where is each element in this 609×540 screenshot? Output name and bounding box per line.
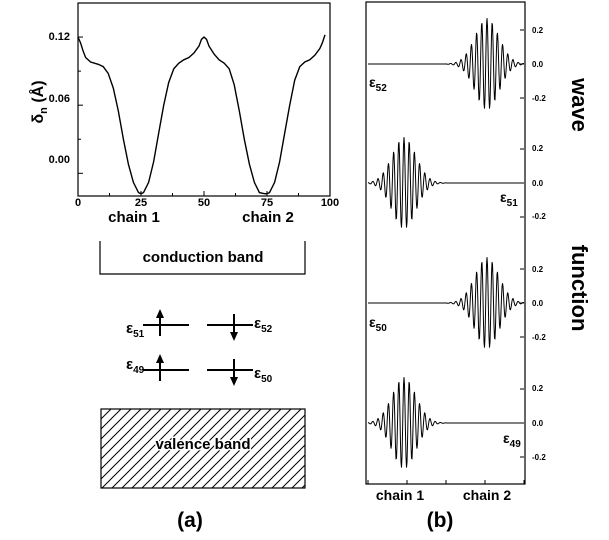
wavefunction-curve — [367, 137, 524, 228]
wave-label-e51: ε51 — [500, 189, 518, 209]
chain2-label-a: chain 2 — [242, 209, 294, 226]
arrow-up-icon — [156, 309, 164, 318]
wave-label-e52: ε52 — [369, 74, 387, 94]
chain1-label-b: chain 1 — [376, 487, 424, 503]
wave-label-e49: ε49 — [503, 430, 521, 450]
level-e50: ε50 — [207, 359, 273, 386]
xtick-label: 100 — [321, 197, 339, 209]
ytick-label: 0.12 — [49, 31, 70, 43]
wave-label-e50: ε50 — [369, 314, 387, 334]
chain1-label-a: chain 1 — [108, 209, 160, 226]
wavefunction-curve — [368, 18, 525, 109]
side-label-function: function — [567, 245, 592, 332]
conduction-band-bracket — [99, 241, 306, 275]
svg-text:-0.2: -0.2 — [532, 453, 546, 462]
svg-text:0.0: 0.0 — [532, 179, 544, 188]
level-e51: ε51 — [126, 309, 189, 340]
side-label-wave: wave — [567, 77, 592, 132]
chain2-label-b: chain 2 — [463, 487, 511, 503]
level-e52: ε52 — [207, 314, 273, 341]
svg-text:0.0: 0.0 — [532, 60, 544, 69]
panel-a: δn (Å) 0.12 0.06 0.00 0 25 50 75 100 cha… — [28, 2, 339, 532]
xtick-label: 0 — [75, 197, 81, 209]
level-e49: ε49 — [126, 354, 189, 381]
ytick-label: 0.00 — [49, 154, 70, 166]
conduction-band-label: conduction band — [143, 249, 264, 266]
svg-text:-0.2: -0.2 — [532, 333, 546, 342]
arrow-down-icon — [230, 377, 238, 386]
panel-b-label: (b) — [427, 509, 454, 532]
yticks-b: 0.2 0.0 -0.2 0.2 0.0 -0.2 0.2 0.0 -0.2 0… — [532, 26, 546, 462]
panel-b: 0.2 0.0 -0.2 0.2 0.0 -0.2 0.2 0.0 -0.2 0… — [365, 1, 592, 532]
panel-a-label: (a) — [177, 509, 203, 532]
wavefunction-curve — [367, 377, 524, 468]
arrow-down-icon — [230, 332, 238, 341]
svg-text:0.2: 0.2 — [532, 265, 544, 274]
wave-subplots — [367, 18, 525, 484]
valence-band-box — [100, 408, 306, 489]
valence-band-label: valence band — [155, 436, 250, 453]
svg-text:0.2: 0.2 — [532, 144, 544, 153]
svg-text:0.0: 0.0 — [532, 299, 544, 308]
arrow-up-icon — [156, 354, 164, 363]
xtick-label: 25 — [135, 197, 147, 209]
wavefunction-curve — [368, 257, 525, 348]
level-label: ε49 — [126, 356, 145, 376]
delta-n-curve — [77, 34, 326, 195]
svg-text:0.2: 0.2 — [532, 26, 544, 35]
level-label: ε50 — [254, 365, 273, 385]
svg-text:δn (Å): δn (Å) — [28, 80, 50, 123]
svg-text:-0.2: -0.2 — [532, 94, 546, 103]
svg-text:-0.2: -0.2 — [532, 212, 546, 221]
level-label: ε52 — [254, 315, 273, 335]
ylabel-a: δn (Å) — [28, 80, 50, 123]
svg-text:0.0: 0.0 — [532, 419, 544, 428]
xtick-label: 50 — [198, 197, 210, 209]
ytick-label: 0.06 — [49, 93, 70, 105]
xtick-label: 75 — [261, 197, 273, 209]
svg-text:0.2: 0.2 — [532, 384, 544, 393]
level-label: ε51 — [126, 320, 145, 340]
ticks-a — [77, 36, 331, 196]
